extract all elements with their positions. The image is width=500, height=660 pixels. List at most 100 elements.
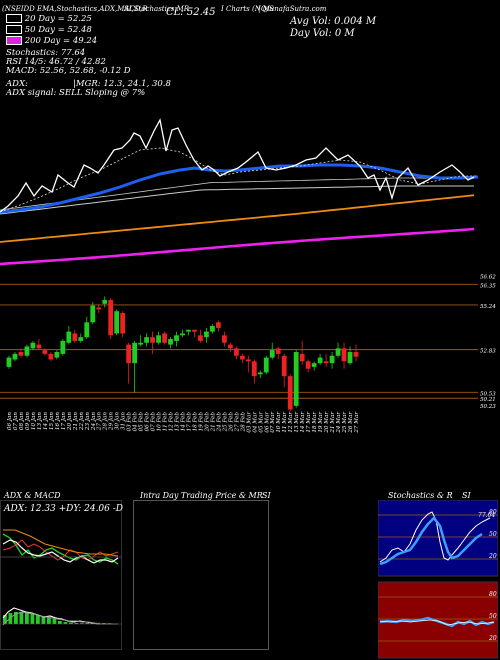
date-label: 22 Jan <box>79 412 85 431</box>
candle-body <box>329 355 335 364</box>
header-charts-label: I Charts (NQ/S <box>221 5 274 13</box>
date-label: 20 Mar <box>324 412 330 434</box>
ema50-legend: 50 Day = 52.48 <box>6 25 92 35</box>
candle <box>18 348 24 358</box>
date-label: 13 Jan <box>37 412 43 430</box>
candle <box>138 335 144 347</box>
candle <box>233 346 239 360</box>
candle-body <box>156 335 161 343</box>
macd-bar <box>3 615 7 624</box>
rsi-level-20: 20 <box>488 635 497 642</box>
date-label: 21 Mar <box>330 412 336 434</box>
candle-body <box>269 350 275 358</box>
candle <box>287 374 293 412</box>
candle-body <box>36 344 42 349</box>
date-label: 31 Jan <box>121 412 127 430</box>
candle-body <box>353 352 359 357</box>
macd-bar <box>80 623 84 624</box>
macd-bar <box>8 613 13 624</box>
ema200-legend: 200 Day = 49.24 <box>6 36 97 46</box>
close-price-line <box>0 118 475 213</box>
stoch-level-80: 80 <box>489 509 497 516</box>
price-extra-label: 50.23 <box>480 404 496 410</box>
candle <box>341 342 347 369</box>
candle <box>192 329 197 338</box>
candle-body <box>221 335 227 343</box>
candle <box>84 316 90 340</box>
ema200-line <box>0 227 475 266</box>
ema-lines <box>0 118 479 266</box>
date-label: 07 Jan <box>13 412 19 430</box>
date-label: 21 Feb <box>210 412 216 433</box>
stoch-rsi-panel: 80 50 20 77.64 80 50 20 <box>378 500 498 659</box>
candle-body <box>323 361 329 364</box>
candle <box>281 353 287 388</box>
date-axis-labels: 06 Jan 07 Jan 08 Jan 09 Jan 10 Jan 13 Jan 14 J… <box>7 412 360 434</box>
candle-body <box>305 361 311 369</box>
date-label: 23 Jan <box>85 412 91 431</box>
candle <box>353 344 359 362</box>
stoch-value-label: 77.64 <box>478 512 495 519</box>
candle-body <box>257 372 263 375</box>
date-label: 14 Feb <box>181 412 187 432</box>
candle <box>335 342 341 358</box>
candle <box>257 370 263 379</box>
adx-label: ADX: <box>6 79 28 89</box>
date-label: 20 Jan <box>67 412 73 431</box>
ema50-value: 50 Day = 52.48 <box>24 25 92 35</box>
adx-main-line <box>2 539 119 564</box>
date-label: 27 Jan <box>97 412 103 431</box>
candle-body <box>84 322 90 338</box>
date-label: 10 Mar <box>276 412 282 433</box>
candle-body <box>132 342 138 364</box>
candle-body <box>275 348 281 354</box>
candle <box>156 331 161 345</box>
date-label: 05 Feb <box>139 412 145 432</box>
macd-value: MACD: 52.56, 52.68, -0.12 D <box>6 66 131 76</box>
candle <box>48 352 54 362</box>
ema50-swatch <box>6 25 22 34</box>
date-label: 25 Mar <box>342 412 348 434</box>
header-top-mid: SI,Stochastics,MR <box>124 5 190 13</box>
candle <box>108 298 114 340</box>
macd-bar <box>30 614 35 624</box>
candle <box>186 329 191 336</box>
candle <box>162 331 167 345</box>
ema150-line <box>0 194 475 243</box>
candle <box>329 352 335 369</box>
avg-volume: Avg Vol: 0.004 M <box>290 16 377 27</box>
date-label: 03 Feb <box>127 412 133 432</box>
candle-body <box>72 333 78 341</box>
date-label: 30 Jan <box>115 412 121 430</box>
candle <box>150 331 155 354</box>
candle-body <box>233 348 239 356</box>
candle-body <box>215 322 221 328</box>
candle-body <box>186 329 191 332</box>
candle-body <box>168 339 173 345</box>
date-label: 24 Feb <box>216 412 222 433</box>
adx-macd-panel: ADX: 12.33 +DY: 24.06 -DY: 30.53 <box>0 500 123 650</box>
mgr-values: |MGR: 12.3, 24.1, 30.8 <box>73 79 171 89</box>
stoch-level-20: 20 <box>488 553 497 560</box>
stochastics-title: Stochastics & R <box>388 491 453 500</box>
candle <box>293 350 299 408</box>
candle-body <box>144 337 150 343</box>
rsi-level-50: 50 <box>489 613 497 620</box>
candle-body <box>341 348 347 362</box>
candle-body <box>102 300 108 304</box>
close-price-label: CL: 52.45 <box>166 7 216 18</box>
candle <box>311 361 317 371</box>
date-label: 07 Mar <box>270 412 276 433</box>
candle <box>317 353 323 366</box>
date-label: 05 Mar <box>258 412 264 433</box>
candle <box>275 346 281 360</box>
date-label: 21 Jan <box>73 412 79 431</box>
candle-body <box>66 331 72 343</box>
candle-body <box>204 331 209 338</box>
macd-bar <box>14 612 18 624</box>
candle-body <box>347 352 353 364</box>
candle <box>54 350 60 360</box>
candle-body <box>162 333 167 343</box>
header-brand: | MunafaSutra.com <box>258 5 327 13</box>
candle <box>6 355 12 369</box>
